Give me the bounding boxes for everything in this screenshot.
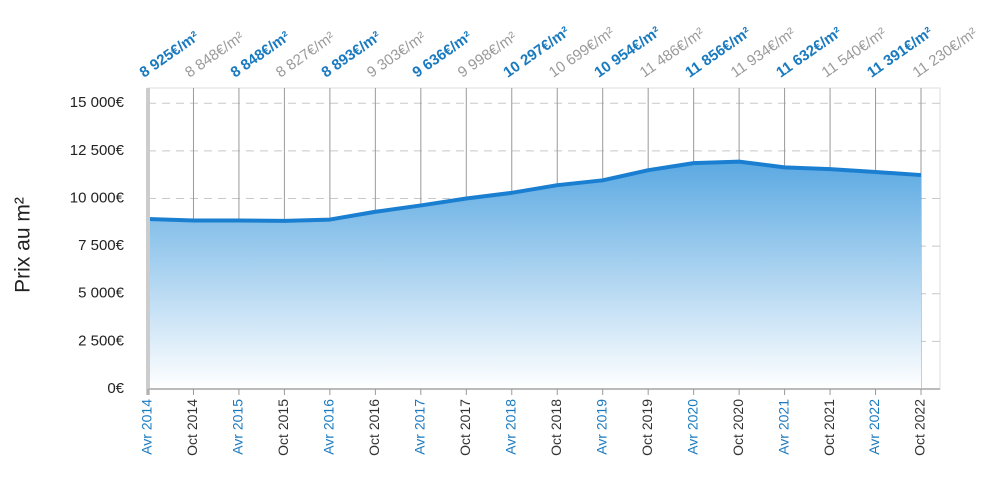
x-tick-label: Avr 2016 [321,399,337,455]
x-tick-label: Oct 2021 [821,399,837,456]
y-tick-label: 10 000€ [70,189,125,206]
y-tick-label: 2 500€ [78,332,125,349]
y-tick-label: 12 500€ [70,142,125,159]
y-axis-label: Prix au m² [12,197,35,293]
y-tick-label: 15 000€ [70,94,125,111]
x-tick-label: Oct 2015 [275,399,291,456]
line [147,159,922,223]
x-tick-label: Avr 2015 [230,399,246,455]
y-tick-label: 0€ [107,380,124,397]
x-tick-label: Oct 2018 [548,399,564,456]
x-tick-label: Oct 2020 [730,399,746,456]
x-tick-label: Avr 2018 [502,399,518,455]
x-tick-label: Avr 2014 [139,399,155,455]
x-tick-label: Oct 2019 [639,399,655,456]
x-tick-label: Oct 2022 [912,399,928,456]
x-tick-label: Avr 2020 [684,399,700,455]
x-tick-label: Avr 2019 [593,399,609,455]
y-tick-label: 5 000€ [78,285,125,302]
x-tick-label: Avr 2021 [775,399,791,455]
x-tick-label: Avr 2017 [412,399,428,455]
x-tick-label: Oct 2017 [457,399,473,456]
y-tick-label: 7 500€ [78,237,125,254]
x-tick-label: Oct 2016 [366,399,382,456]
x-tick-label: Oct 2014 [184,399,200,456]
x-tick-label: Avr 2022 [866,399,882,455]
